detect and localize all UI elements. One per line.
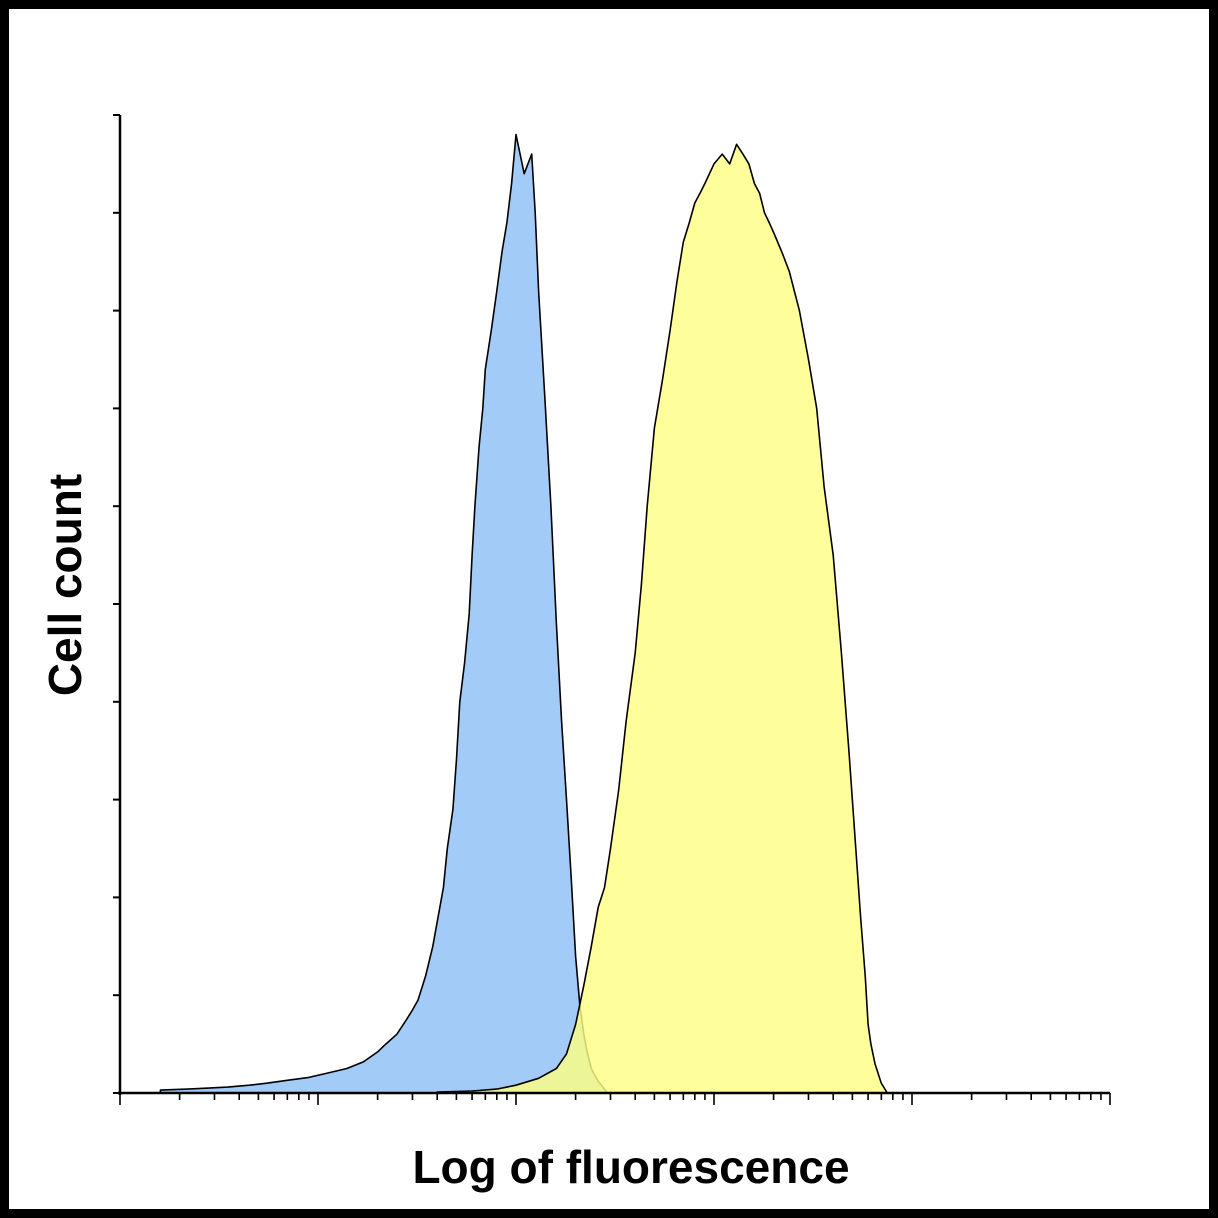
- x-axis-label: Log of fluorescence: [412, 1141, 850, 1193]
- axis-layer: [113, 114, 1111, 1105]
- histogram-series-2: [436, 143, 889, 1094]
- histogram-plot: [113, 114, 1111, 1105]
- y-axis-label: Cell count: [39, 473, 91, 697]
- histogram-series-1: [159, 133, 609, 1094]
- chart-frame: Cell count Log of fluorescence: [9, 9, 1209, 1209]
- series-layer: [159, 133, 889, 1094]
